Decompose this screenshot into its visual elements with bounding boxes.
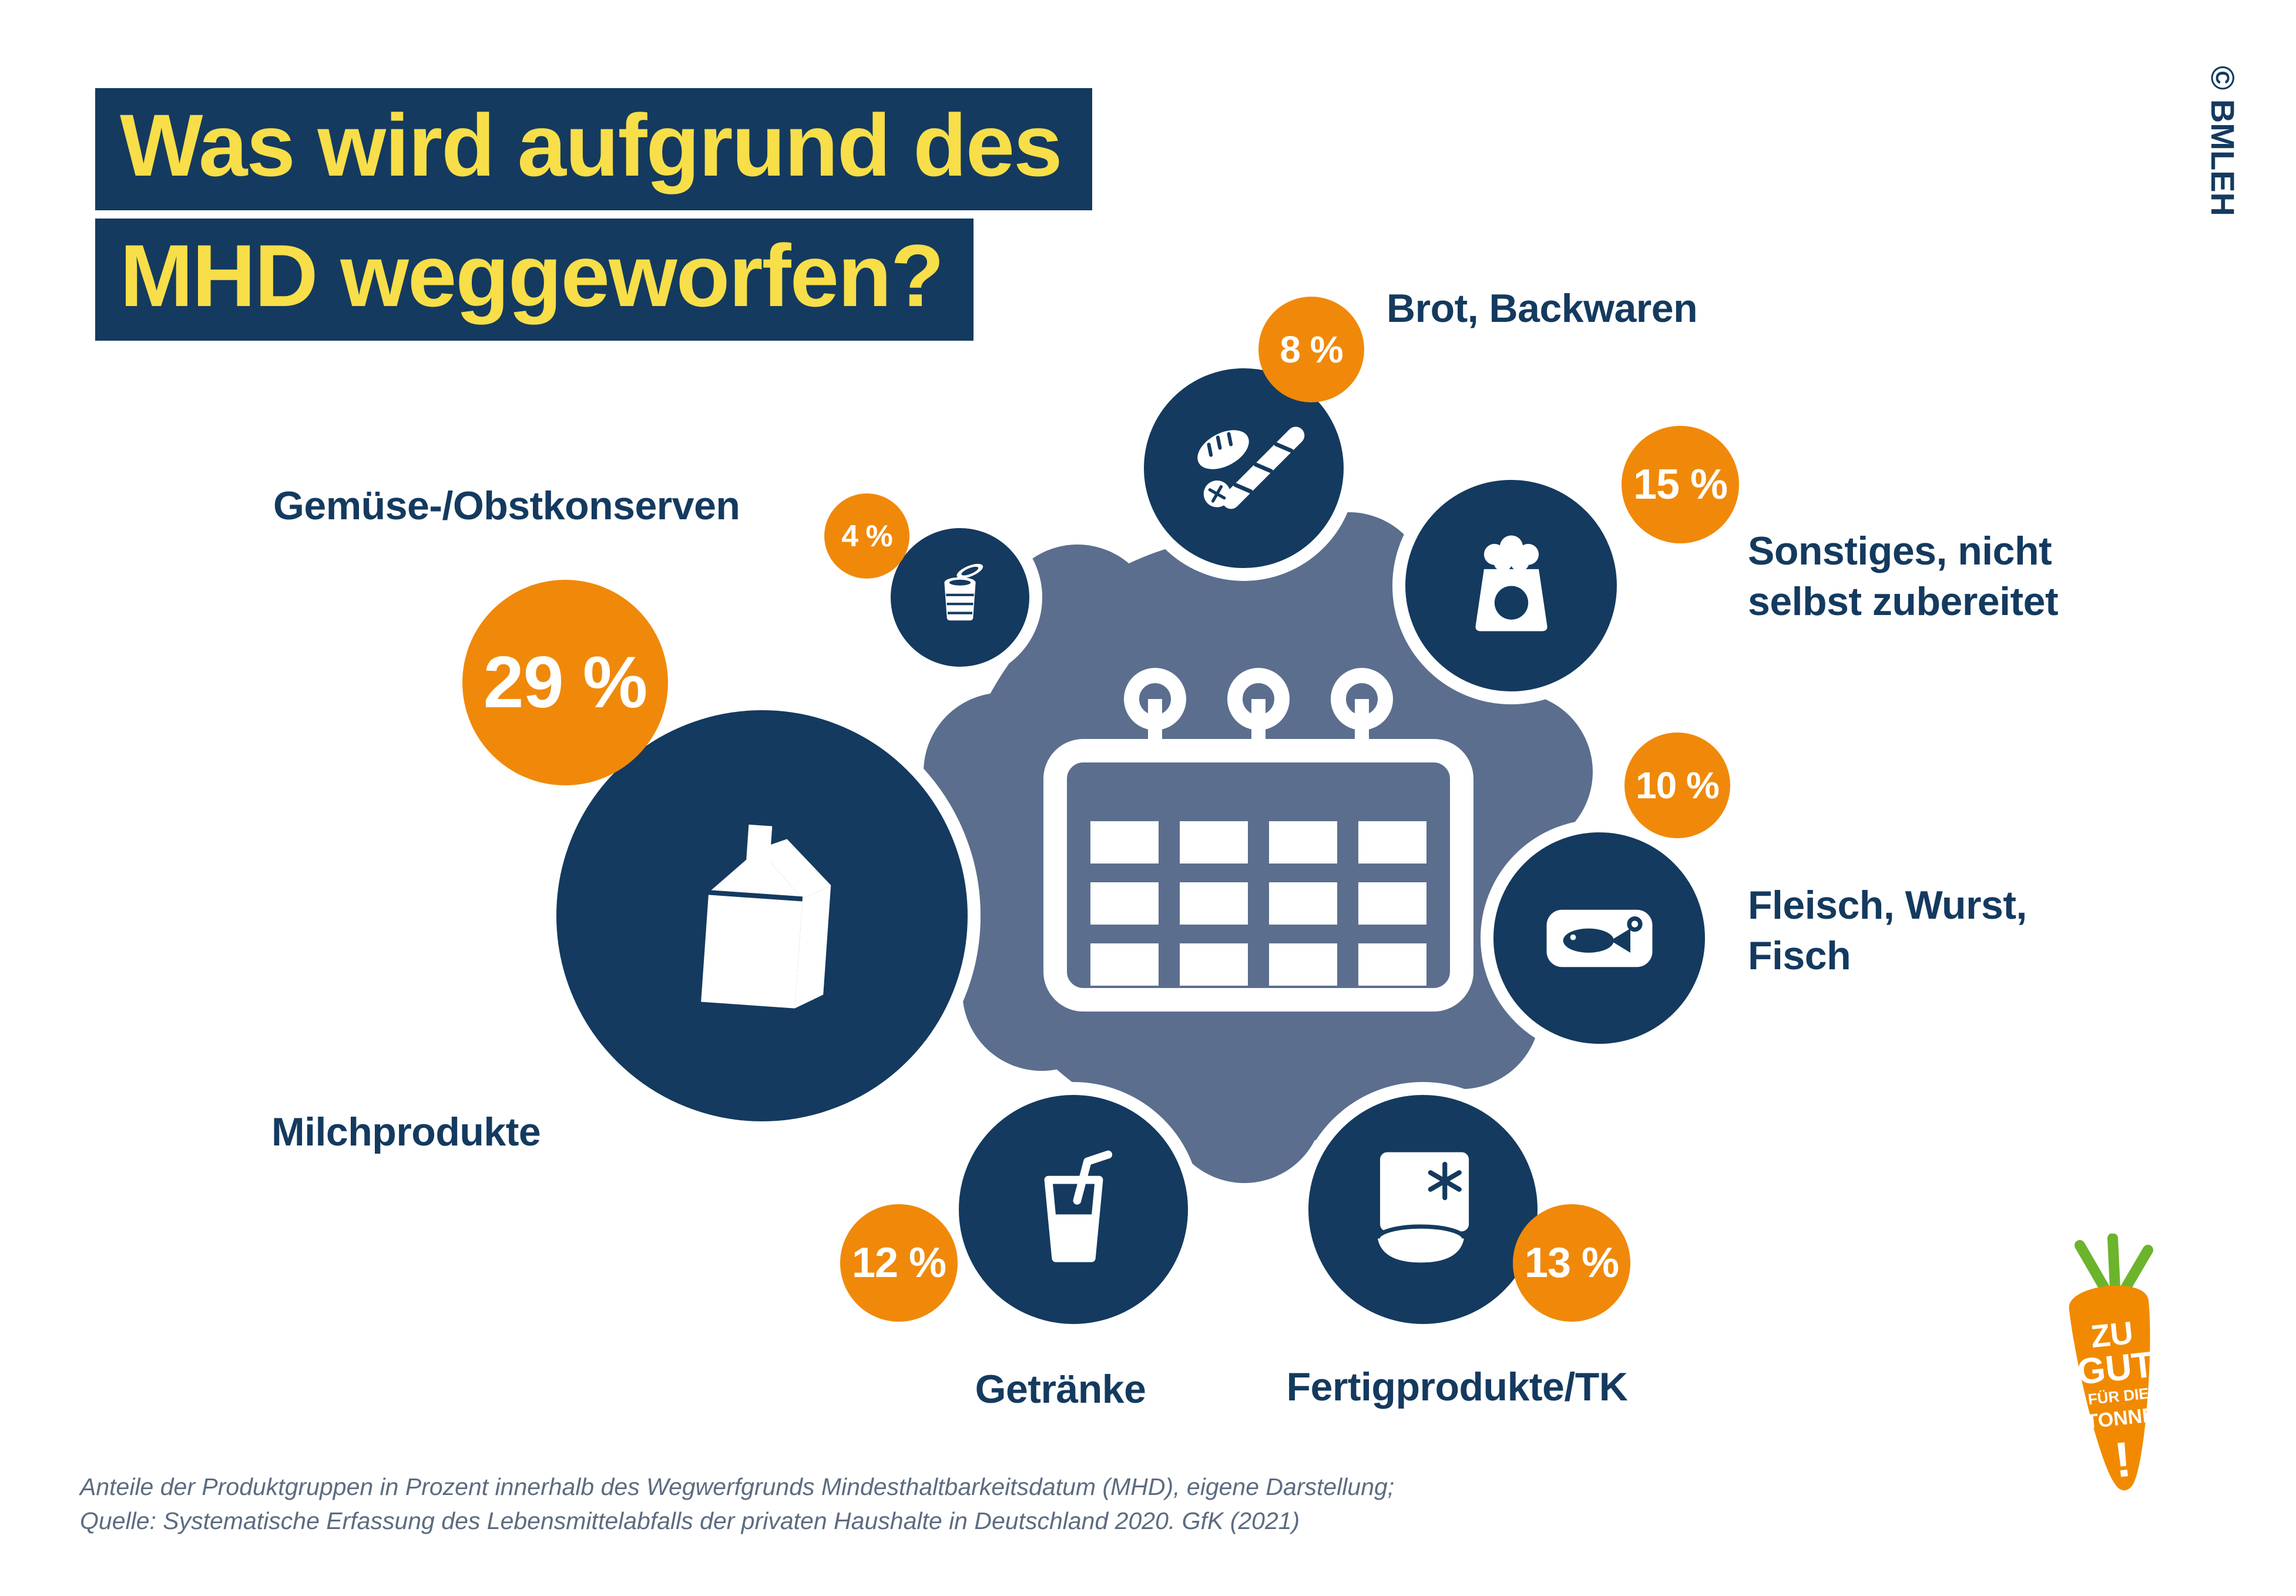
page-title-line-2: MHD weggeworfen? bbox=[95, 219, 974, 341]
footnote-line-2: Quelle: Systematische Erfassung des Lebe… bbox=[80, 1507, 1300, 1534]
bread-icon bbox=[1197, 426, 1305, 509]
takeout-bag-icon bbox=[1475, 535, 1547, 631]
label-sonstiges-line-1: Sonstiges, nicht bbox=[1748, 529, 2052, 573]
milk-carton-icon bbox=[701, 824, 831, 1009]
page-title: Was wird aufgrund des MHD weggeworfen? bbox=[95, 88, 1092, 349]
badge-sonstiges: 15 % bbox=[1622, 426, 1739, 543]
segment-circle-getraenke bbox=[946, 1082, 1201, 1337]
badge-konserven: 4 % bbox=[824, 493, 909, 579]
label-milchprodukte: Milchprodukte bbox=[271, 1110, 541, 1154]
tin-can-icon bbox=[944, 563, 983, 621]
label-sonstiges: Sonstiges, nicht selbst zubereitet bbox=[1748, 526, 2059, 627]
segment-circle-fleisch bbox=[1481, 819, 1718, 1057]
label-brot: Brot, Backwaren bbox=[1387, 286, 1698, 331]
drink-glass-icon bbox=[1044, 1150, 1112, 1262]
footnote: Anteile der Produktgruppen in Prozent in… bbox=[80, 1470, 1394, 1538]
badge-fertigprodukte: 13 % bbox=[1513, 1204, 1630, 1322]
copyright-text: © BMLEH bbox=[2204, 66, 2241, 216]
carrot-body-icon bbox=[2069, 1285, 2150, 1491]
frozen-meal-icon bbox=[1375, 1152, 1469, 1262]
label-fleisch-line-2: Fisch bbox=[1748, 933, 1851, 978]
segment-circle-fertigprodukte bbox=[1295, 1082, 1550, 1337]
logo-word-zu: ZU bbox=[2089, 1315, 2135, 1355]
badge-fleisch: 10 % bbox=[1624, 733, 1730, 838]
page-title-line-1: Was wird aufgrund des bbox=[95, 88, 1092, 210]
label-getraenke: Getränke bbox=[975, 1367, 1146, 1412]
carrot-leaves-icon bbox=[2075, 1234, 2153, 1295]
label-fleisch-line-1: Fleisch, Wurst, bbox=[1748, 883, 2027, 928]
logo-word-gut: GUT bbox=[2075, 1345, 2156, 1393]
blob-bump bbox=[1165, 1024, 1324, 1183]
label-konserven: Gemüse-/Obstkonserven bbox=[273, 483, 740, 528]
segment-circle-sonstiges bbox=[1392, 467, 1630, 704]
badge-getraenke: 12 % bbox=[840, 1204, 958, 1322]
badge-milchprodukte: 29 % bbox=[462, 580, 668, 785]
calendar-icon bbox=[1043, 668, 1473, 1012]
zu-gut-fuer-die-tonne-logo: ZU GUT FÜR DIE TONNE ! bbox=[2069, 1234, 2157, 1491]
footnote-line-1: Anteile der Produktgruppen in Prozent in… bbox=[80, 1473, 1395, 1500]
fish-tray-icon bbox=[1546, 909, 1652, 967]
label-sonstiges-line-2: selbst zubereitet bbox=[1748, 579, 2059, 624]
label-fertigprodukte: Fertigprodukte/TK bbox=[1286, 1365, 1628, 1409]
badge-brot: 8 % bbox=[1258, 297, 1364, 402]
label-fleisch: Fleisch, Wurst, Fisch bbox=[1748, 880, 2027, 981]
